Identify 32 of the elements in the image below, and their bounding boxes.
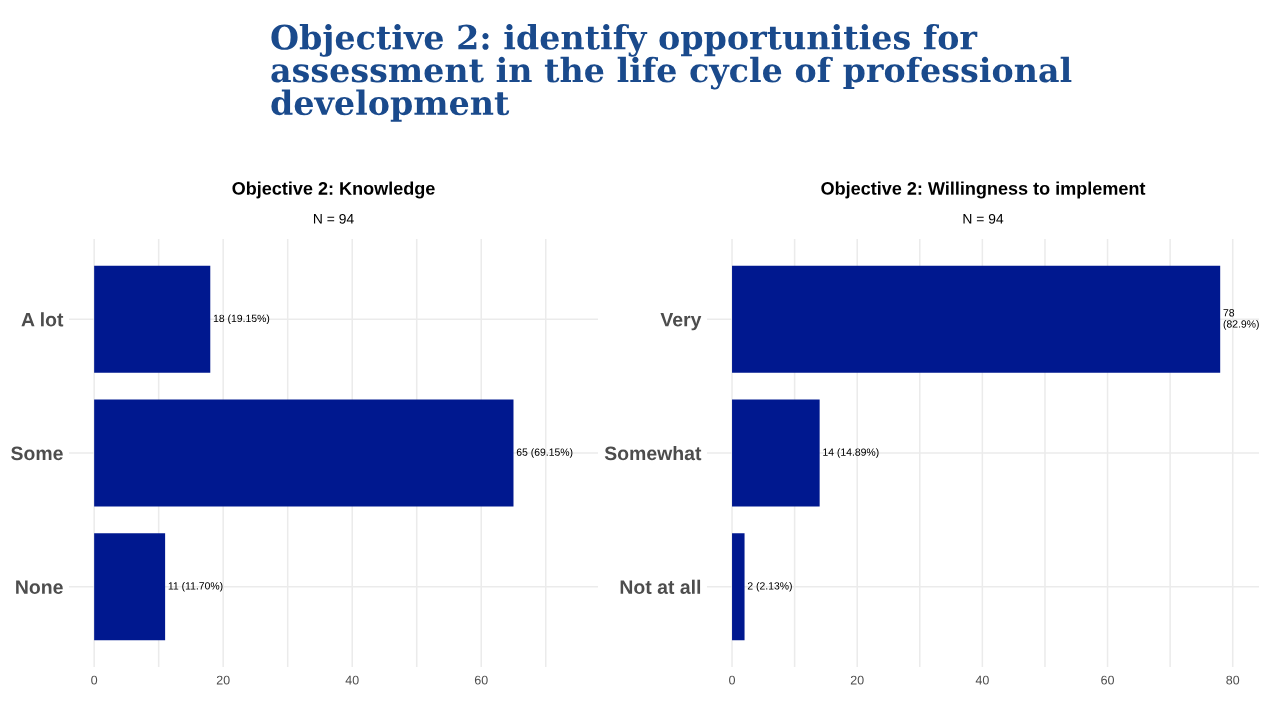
bar <box>732 399 820 507</box>
data-label: 2 (2.13%) <box>747 581 792 592</box>
x-tick-label: 80 <box>1226 675 1240 685</box>
y-tick-label: Not at all <box>620 579 701 594</box>
y-tick-label: A lot <box>21 312 64 327</box>
bar <box>732 533 745 641</box>
text: Objective 2: identify opportunities for assessment in the life cycle of professional development <box>271 24 1072 122</box>
x-tick-label: 20 <box>850 675 864 685</box>
bar <box>94 533 166 641</box>
x-tick-label: 40 <box>345 675 359 685</box>
x-tick-label: 60 <box>474 675 488 685</box>
y-tick-label: Somewhat <box>604 445 702 461</box>
x-tick-label: 0 <box>729 675 736 685</box>
x-tick-label: 20 <box>216 675 230 685</box>
chart-title: Objective 2: Willingness to implement <box>821 181 1146 199</box>
x-tick-label: 0 <box>91 675 98 685</box>
bar <box>94 265 211 373</box>
chart-subtitle: N = 94 <box>963 213 1004 224</box>
bar <box>732 265 1221 373</box>
chart-title: Objective 2: Knowledge <box>232 181 435 199</box>
data-label: 18 (19.15%) <box>213 314 270 325</box>
x-tick-label: 40 <box>975 675 989 685</box>
chart-subtitle: N = 94 <box>313 213 354 224</box>
data-label: 11 (11.70%) <box>168 581 223 592</box>
data-label: 65 (69.15%) <box>516 448 573 458</box>
y-tick-label: Very <box>660 312 702 331</box>
y-tick-label: None <box>16 580 63 594</box>
bar <box>94 399 514 507</box>
data-label: 78 (82.9%) <box>1223 309 1259 330</box>
data-label: 14 (14.89%) <box>823 448 879 458</box>
x-tick-label: 60 <box>1101 675 1115 685</box>
y-tick-label: Some <box>11 446 63 461</box>
